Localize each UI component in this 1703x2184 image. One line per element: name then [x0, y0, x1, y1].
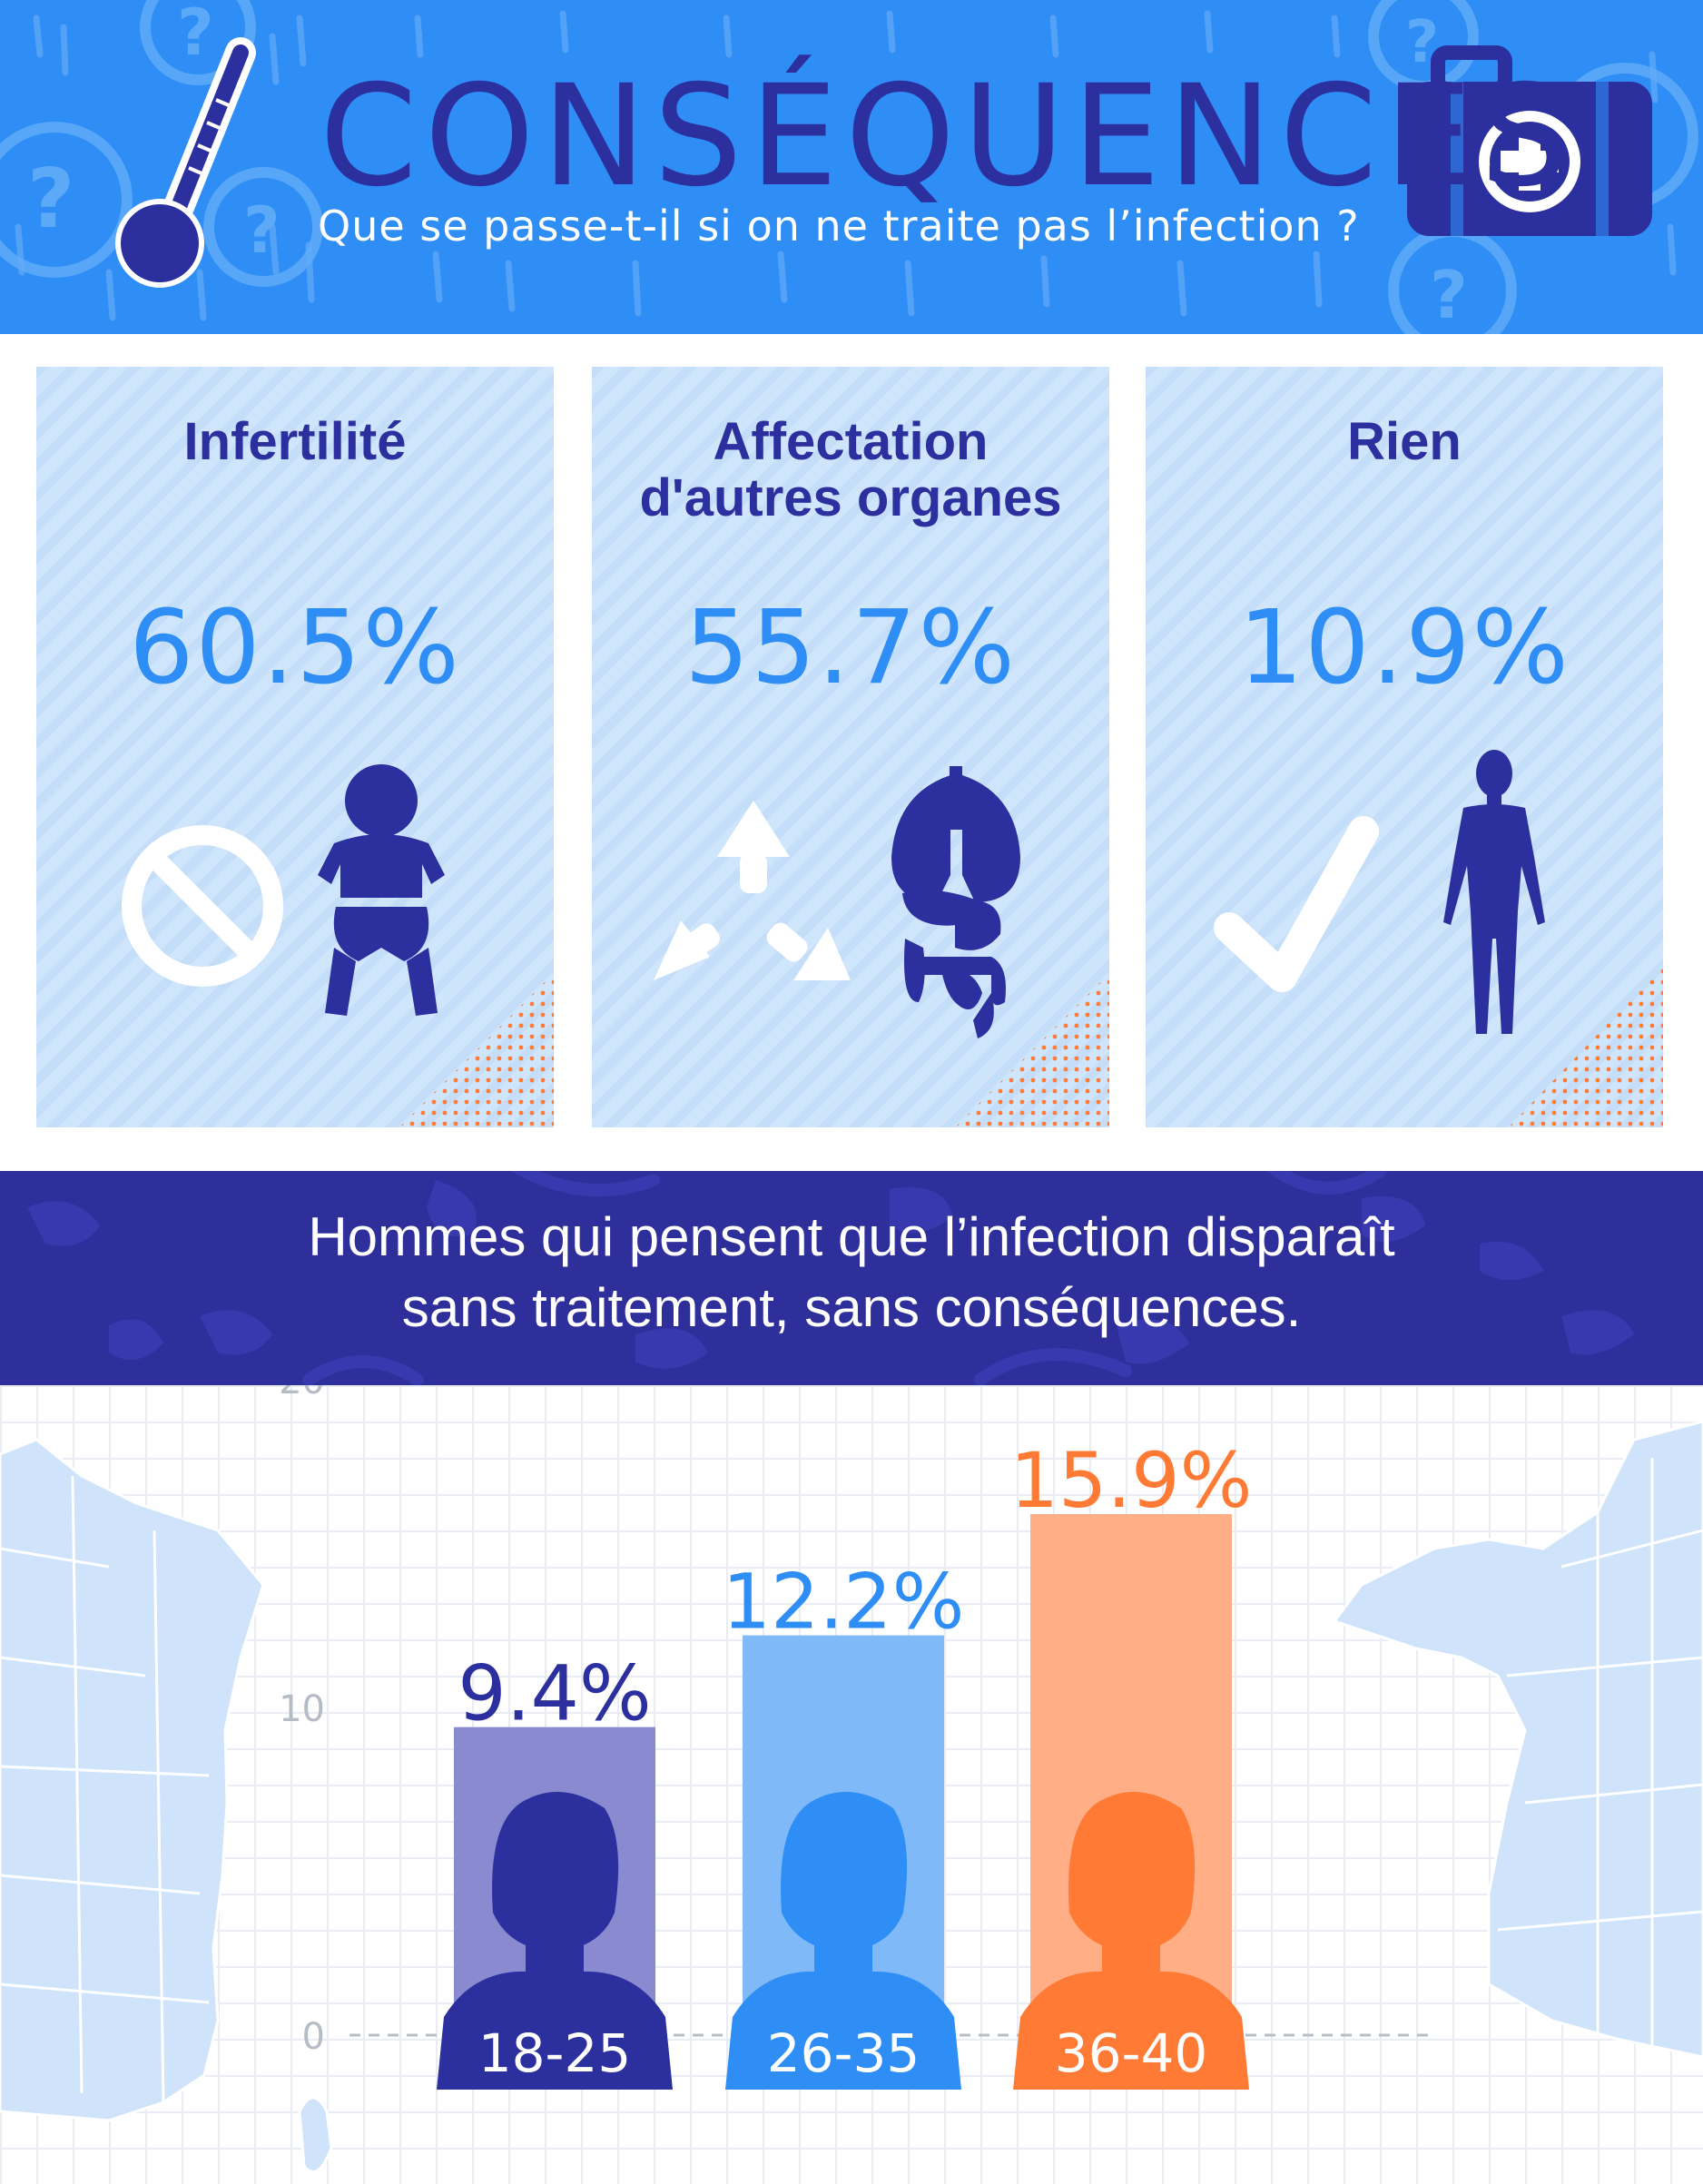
human-body-icon — [1443, 750, 1545, 1034]
france-map-left — [0, 1438, 333, 2174]
svg-text:?: ? — [177, 0, 214, 70]
category-label: 36-40 — [1055, 2022, 1208, 2084]
card-infertilite: Infertilité 60.5% — [36, 367, 554, 1127]
category-label: 26-35 — [767, 2022, 920, 2084]
value-label: 15.9% — [1010, 1436, 1253, 1525]
card-title: Infertilité — [183, 412, 407, 471]
age-bar-chart: 0 10 20 18-25 9.4% 26-35 12.2% 36-40 15.9% — [0, 1385, 1703, 2184]
banner-line: sans traitement, sans conséquences. — [401, 1277, 1302, 1338]
card-rien: Rien 10.9% — [1146, 367, 1663, 1127]
card-background-pattern — [592, 367, 1109, 1127]
y-tick-label: 0 — [302, 2016, 325, 2058]
banner: Hommes qui pensent que l’infection dispa… — [0, 1171, 1703, 1385]
thermometer-icon — [115, 37, 256, 288]
svg-text:?: ? — [1430, 257, 1468, 333]
svg-text:?: ? — [27, 152, 74, 247]
person-icon — [437, 1792, 673, 2090]
card-title: Rien — [1347, 412, 1462, 471]
bars: 18-25 9.4% 26-35 12.2% 36-40 15.9% — [437, 1436, 1252, 2090]
person-head — [1068, 1792, 1196, 1952]
person-shoulders — [437, 1971, 673, 2090]
person-icon — [725, 1792, 961, 2090]
card-value: 55.7% — [684, 589, 1017, 707]
card-affectation-organes: Affectation d'autres organes 55.7% — [592, 367, 1109, 1127]
person-neck — [814, 1940, 872, 1976]
y-tick-label: 10 — [279, 1688, 325, 1730]
person-head — [781, 1792, 908, 1952]
banner-decoration — [27, 1171, 1634, 1385]
person-icon — [1013, 1792, 1249, 2090]
chart-svg: 0 10 20 18-25 9.4% 26-35 12.2% 36-40 15.9% — [0, 1385, 1703, 2174]
card-value: 10.9% — [1238, 589, 1570, 707]
page-title: CONSÉQUENCES — [320, 55, 1577, 218]
banner-heading: Hommes qui pensent que l’infection dispa… — [0, 1202, 1703, 1343]
card-value: 60.5% — [129, 589, 461, 707]
person-neck — [1102, 1940, 1160, 1976]
card-background-pattern — [36, 367, 554, 1127]
first-aid-kit-icon — [1407, 45, 1652, 236]
card-background-pattern — [1146, 367, 1663, 1127]
organs-icon — [891, 766, 1020, 1038]
person-shoulders — [1013, 1971, 1249, 2090]
value-label: 12.2% — [723, 1558, 965, 1647]
y-axis: 0 10 20 — [279, 1385, 325, 2058]
person-shoulders — [725, 1971, 961, 2090]
category-label: 18-25 — [478, 2022, 632, 2084]
y-tick-label: 20 — [279, 1385, 325, 1402]
prohibited-icon — [122, 825, 283, 987]
person-head — [492, 1792, 619, 1952]
card-title: Affectation d'autres organes — [639, 412, 1062, 527]
person-neck — [526, 1940, 584, 1976]
value-label: 9.4% — [458, 1649, 651, 1738]
svg-text:?: ? — [243, 193, 281, 268]
header: ? ? ? ? ? CONSÉQUENCES Qu — [0, 0, 1703, 334]
baby-icon — [318, 764, 445, 1016]
recycle-arrows-icon — [654, 801, 851, 980]
banner-line: Hommes qui pensent que l’infection dispa… — [308, 1206, 1395, 1267]
page-subtitle: Que se passe-t-il si on ne traite pas l’… — [318, 202, 1360, 251]
france-map-right — [1332, 1420, 1703, 2059]
header-decoration: ? ? ? ? ? — [0, 0, 1698, 334]
checkmark-icon — [1214, 816, 1379, 992]
